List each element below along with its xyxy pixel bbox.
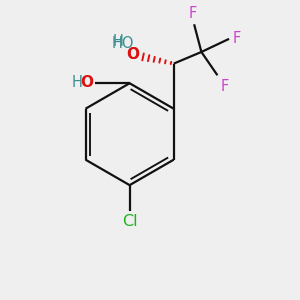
Text: F: F [220, 79, 229, 94]
Text: HO: HO [112, 36, 134, 51]
Text: H: H [112, 34, 123, 49]
Text: H: H [72, 75, 83, 90]
Text: O: O [126, 47, 139, 62]
Text: Cl: Cl [122, 214, 137, 229]
Text: F: F [232, 32, 241, 46]
Text: F: F [188, 6, 197, 21]
Text: O: O [80, 75, 93, 90]
Text: O: O [127, 47, 139, 62]
